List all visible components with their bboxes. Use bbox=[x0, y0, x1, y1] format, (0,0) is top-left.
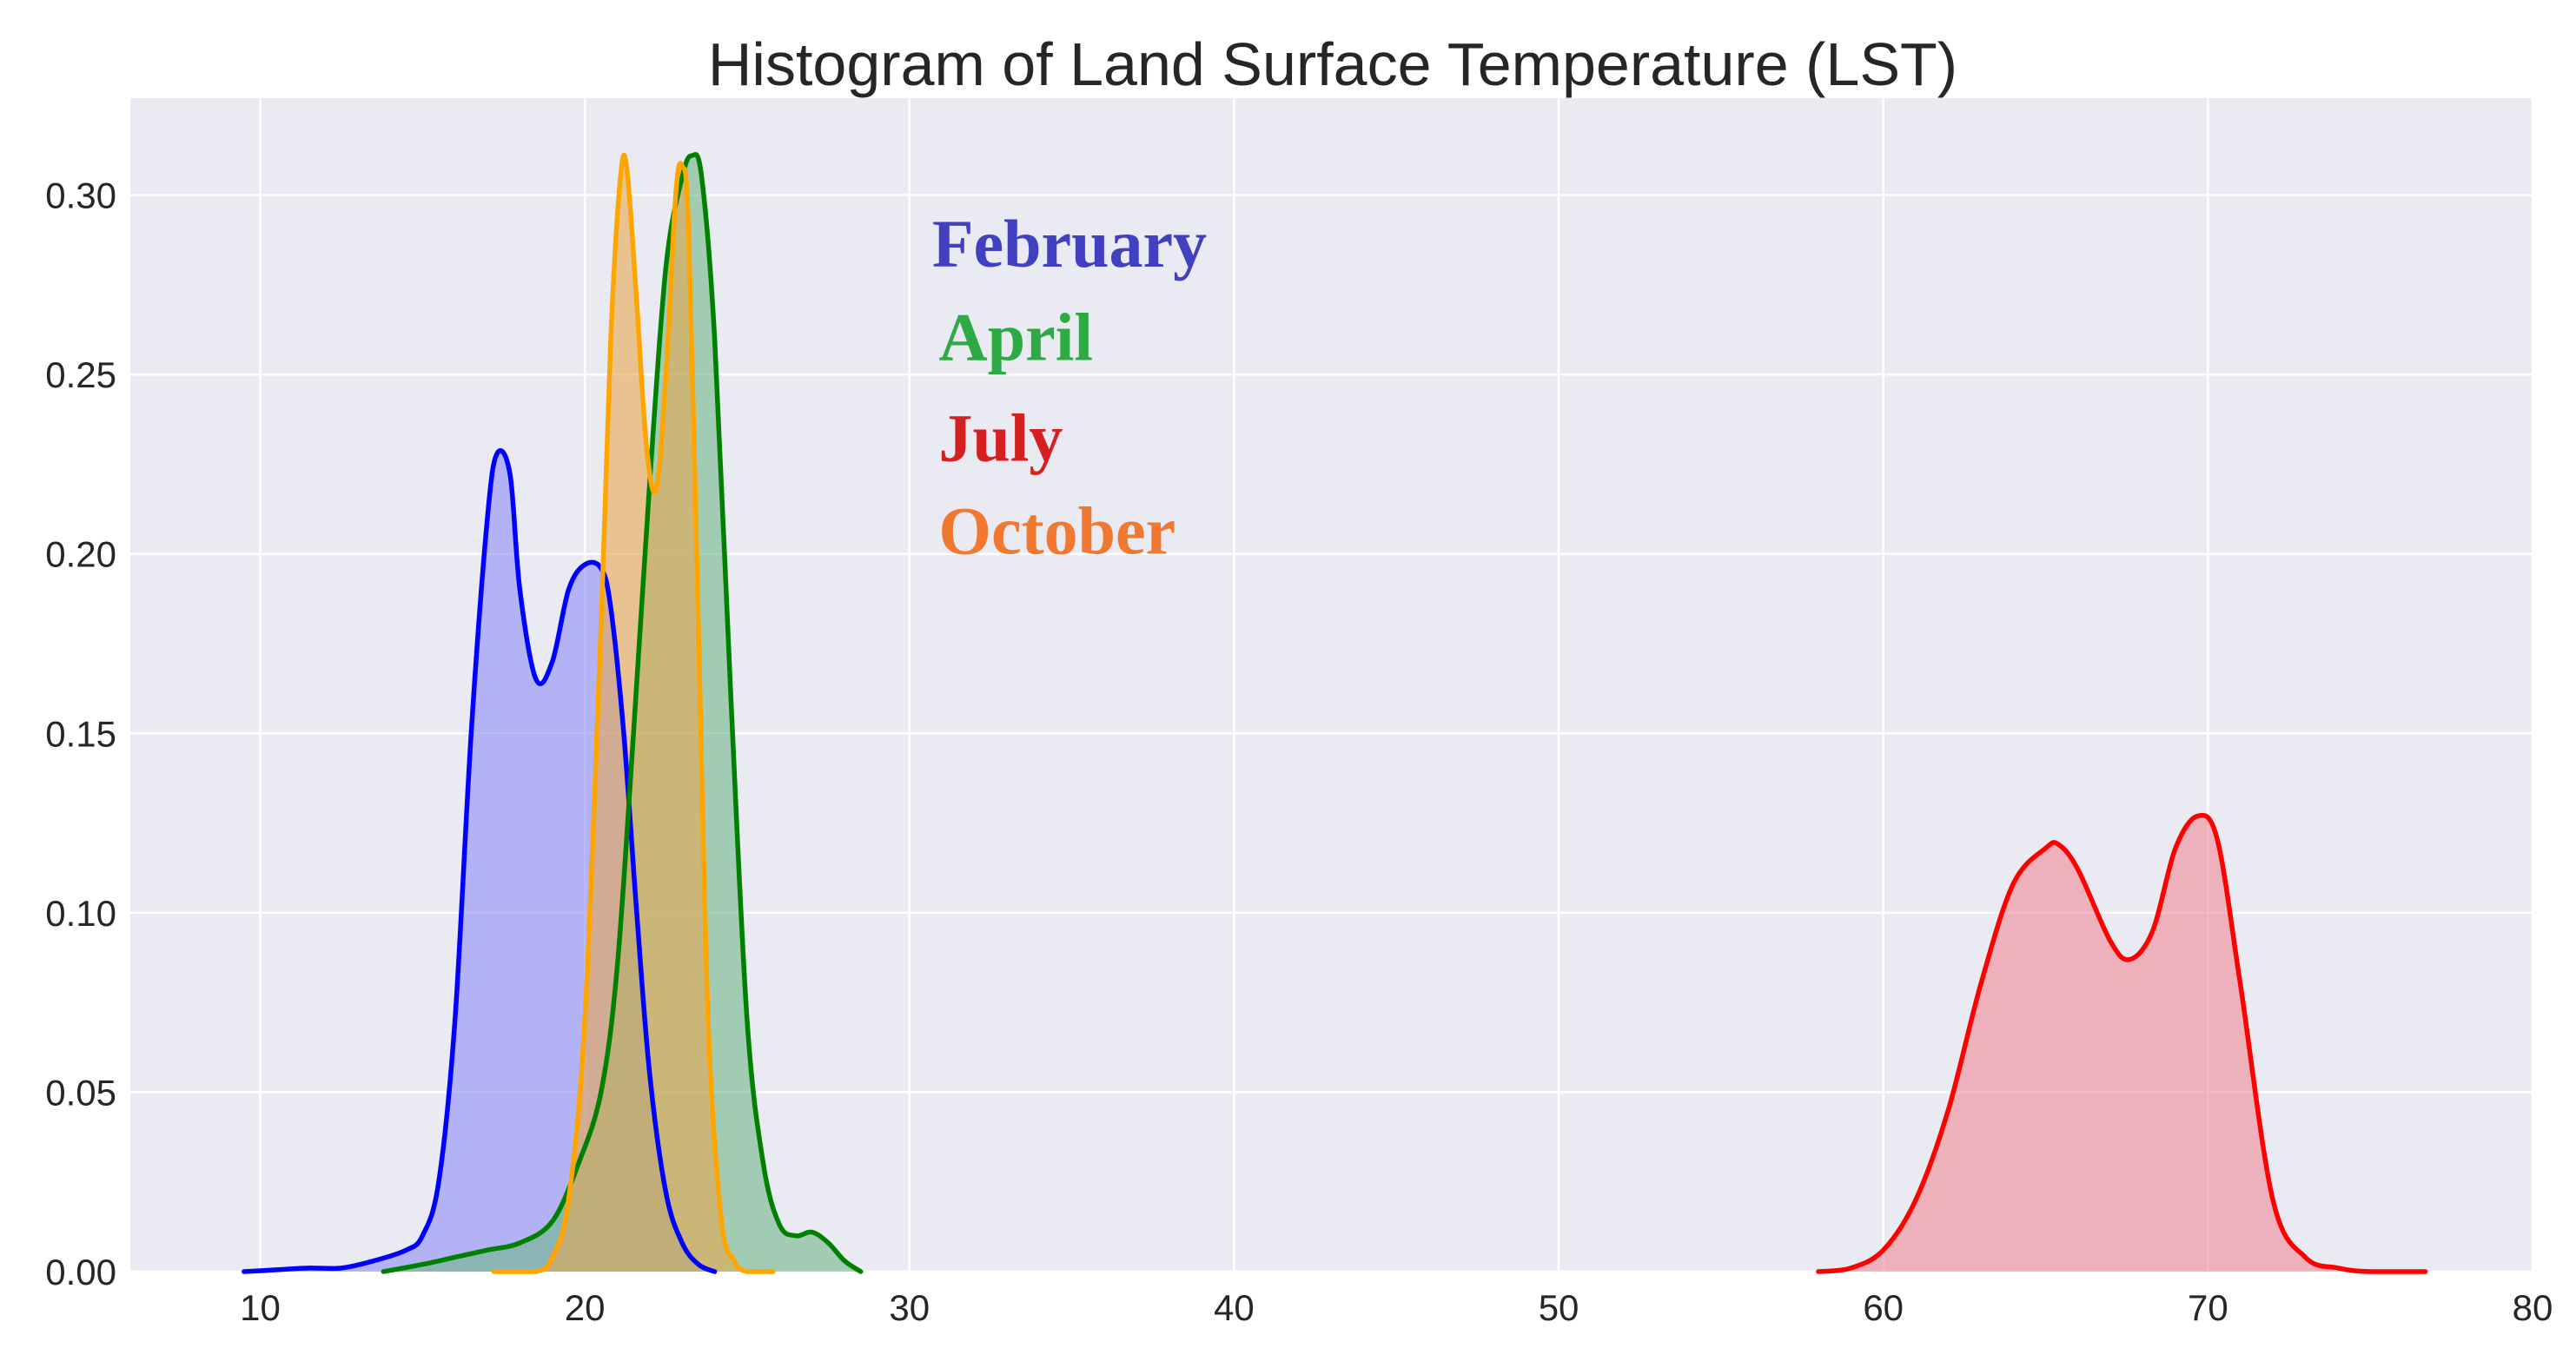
y-tick-label: 0.30 bbox=[45, 175, 116, 216]
y-tick-label: 0.20 bbox=[45, 534, 116, 575]
x-tick-label: 10 bbox=[240, 1287, 281, 1328]
y-tick-label: 0.15 bbox=[45, 713, 116, 754]
series-fill-july bbox=[1818, 815, 2426, 1272]
x-tick-label: 80 bbox=[2513, 1287, 2553, 1328]
x-tick-label: 40 bbox=[1214, 1287, 1255, 1328]
y-tick-label: 0.00 bbox=[45, 1252, 116, 1292]
legend-label-april: April bbox=[938, 300, 1093, 375]
tick-layer: 10 20 30 40 50 60 70 80 0.00 0.05 0.10 0.15 0.20 0.25… bbox=[45, 175, 2553, 1328]
x-tick-label: 30 bbox=[889, 1287, 930, 1328]
y-tick-label: 0.10 bbox=[45, 893, 116, 934]
x-tick-label: 50 bbox=[1539, 1287, 1579, 1328]
y-tick-label: 0.05 bbox=[45, 1072, 116, 1113]
series-line-february bbox=[242, 447, 718, 1274]
legend-label-february: February bbox=[932, 206, 1207, 281]
series-fill-april bbox=[383, 154, 861, 1272]
legend-label-july: July bbox=[938, 400, 1063, 475]
chart-title: Histogram of Land Surface Temperature (L… bbox=[708, 30, 1957, 98]
x-tick-label: 60 bbox=[1863, 1287, 1904, 1328]
series-line-april bbox=[381, 151, 864, 1274]
x-tick-label: 70 bbox=[2188, 1287, 2228, 1328]
legend-label-october: October bbox=[938, 493, 1175, 569]
series-line-october bbox=[491, 152, 776, 1274]
series-layer bbox=[242, 151, 2428, 1274]
y-tick-label: 0.25 bbox=[45, 354, 116, 395]
x-tick-label: 20 bbox=[565, 1287, 606, 1328]
series-line-july bbox=[1816, 812, 2428, 1274]
annotation-layer: February April July October bbox=[932, 206, 1207, 569]
